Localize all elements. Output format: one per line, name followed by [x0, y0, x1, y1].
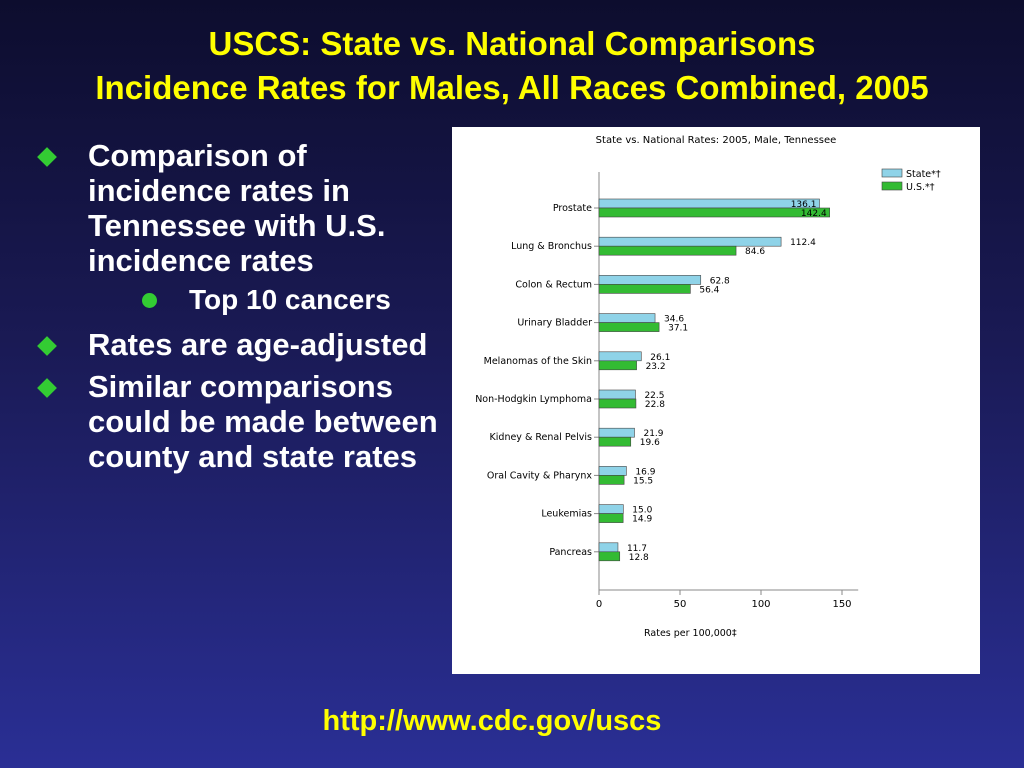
- data-label: 84.6: [745, 247, 765, 257]
- data-label: 21.9: [643, 429, 663, 439]
- sub-bullet-text: Top 10 cancers: [189, 284, 391, 315]
- chart-title: State vs. National Rates: 2005, Male, Te…: [596, 135, 837, 146]
- category-label: Lung & Bronchus: [511, 241, 592, 252]
- bar-us: [598, 284, 691, 294]
- bar-us: [598, 322, 660, 332]
- category-label: Urinary Bladder: [517, 318, 592, 329]
- legend-swatch: [881, 181, 903, 191]
- bar-us: [598, 551, 621, 562]
- x-tick-label: 0: [596, 599, 602, 610]
- bar-state: [598, 313, 656, 323]
- x-tick-label: 150: [832, 599, 851, 610]
- data-label: 22.5: [644, 391, 664, 401]
- legend-swatch: [881, 168, 903, 178]
- slide-title: USCS: State vs. National Comparisons Inc…: [0, 22, 1024, 110]
- x-tick-label: 50: [674, 599, 687, 610]
- data-label: 22.8: [645, 400, 665, 410]
- data-label: 26.1: [650, 353, 670, 363]
- data-label: 34.6: [664, 315, 684, 325]
- bar-us: [598, 360, 637, 371]
- data-label: 15.0: [632, 506, 652, 516]
- data-label: 37.1: [668, 324, 688, 334]
- bar-state: [598, 504, 624, 514]
- bullet-item: Rates are age-adjusted: [34, 327, 444, 362]
- bar-state: [598, 542, 619, 553]
- bar-state: [598, 198, 820, 209]
- data-label: 12.8: [629, 553, 649, 563]
- bullet-list: Comparison of incidence rates in Tenness…: [34, 138, 444, 481]
- data-label: 62.8: [710, 276, 730, 286]
- diamond-bullet-icon: [37, 336, 57, 356]
- chart-panel: State vs. National Rates: 2005, Male, Te…: [452, 127, 980, 674]
- bar-chart: State vs. National Rates: 2005, Male, Te…: [475, 135, 941, 639]
- category-label: Kidney & Renal Pelvis: [490, 432, 592, 443]
- bar-us: [598, 207, 830, 218]
- bullet-text: Rates are age-adjusted: [88, 327, 428, 362]
- x-axis-label: Rates per 100,000‡: [644, 628, 737, 639]
- data-label: 142.4: [801, 209, 827, 219]
- category-label: Melanomas of the Skin: [484, 356, 592, 367]
- category-label: Pancreas: [549, 547, 592, 558]
- bar-state: [598, 351, 642, 362]
- diamond-bullet-icon: [37, 378, 57, 398]
- category-label: Prostate: [553, 203, 592, 214]
- data-label: 112.4: [790, 238, 816, 248]
- legend-label: State*†: [906, 169, 941, 180]
- category-label: Colon & Rectum: [515, 279, 592, 290]
- bullet-text: Similar comparisons could be made betwee…: [88, 369, 438, 474]
- bar-state: [598, 389, 636, 400]
- bullet-item: Similar comparisons could be made betwee…: [34, 369, 444, 474]
- bar-us: [598, 245, 737, 256]
- title-line-2: Incidence Rates for Males, All Races Com…: [95, 69, 929, 106]
- data-label: 136.1: [791, 200, 817, 210]
- data-label: 15.5: [633, 476, 653, 486]
- data-label: 56.4: [699, 285, 719, 295]
- footer-link[interactable]: http://www.cdc.gov/uscs: [322, 705, 662, 737]
- category-label: Oral Cavity & Pharynx: [487, 470, 592, 481]
- bar-state: [598, 236, 782, 247]
- data-label: 16.9: [635, 467, 655, 477]
- bar-state: [598, 427, 635, 438]
- data-label: 19.6: [640, 438, 660, 448]
- category-label: Leukemias: [541, 509, 592, 520]
- bar-us: [598, 436, 632, 447]
- bar-us: [598, 513, 624, 523]
- bar-state: [598, 466, 627, 476]
- data-label: 11.7: [627, 544, 647, 554]
- bar-us: [598, 475, 625, 485]
- diamond-bullet-icon: [37, 147, 57, 167]
- title-line-1: USCS: State vs. National Comparisons: [208, 25, 816, 62]
- x-tick-label: 100: [751, 599, 770, 610]
- bar-state: [598, 275, 702, 285]
- legend-label: U.S.*†: [906, 182, 935, 193]
- category-label: Non-Hodgkin Lymphoma: [475, 394, 592, 405]
- circle-bullet-icon: [142, 293, 157, 308]
- bullet-text: Comparison of incidence rates in Tenness…: [88, 138, 386, 278]
- data-label: 23.2: [646, 362, 666, 372]
- sub-bullet-item: Top 10 cancers: [34, 283, 444, 317]
- data-label: 14.9: [632, 515, 652, 525]
- bullet-item: Comparison of incidence rates in Tenness…: [34, 138, 444, 278]
- bar-us: [598, 398, 637, 409]
